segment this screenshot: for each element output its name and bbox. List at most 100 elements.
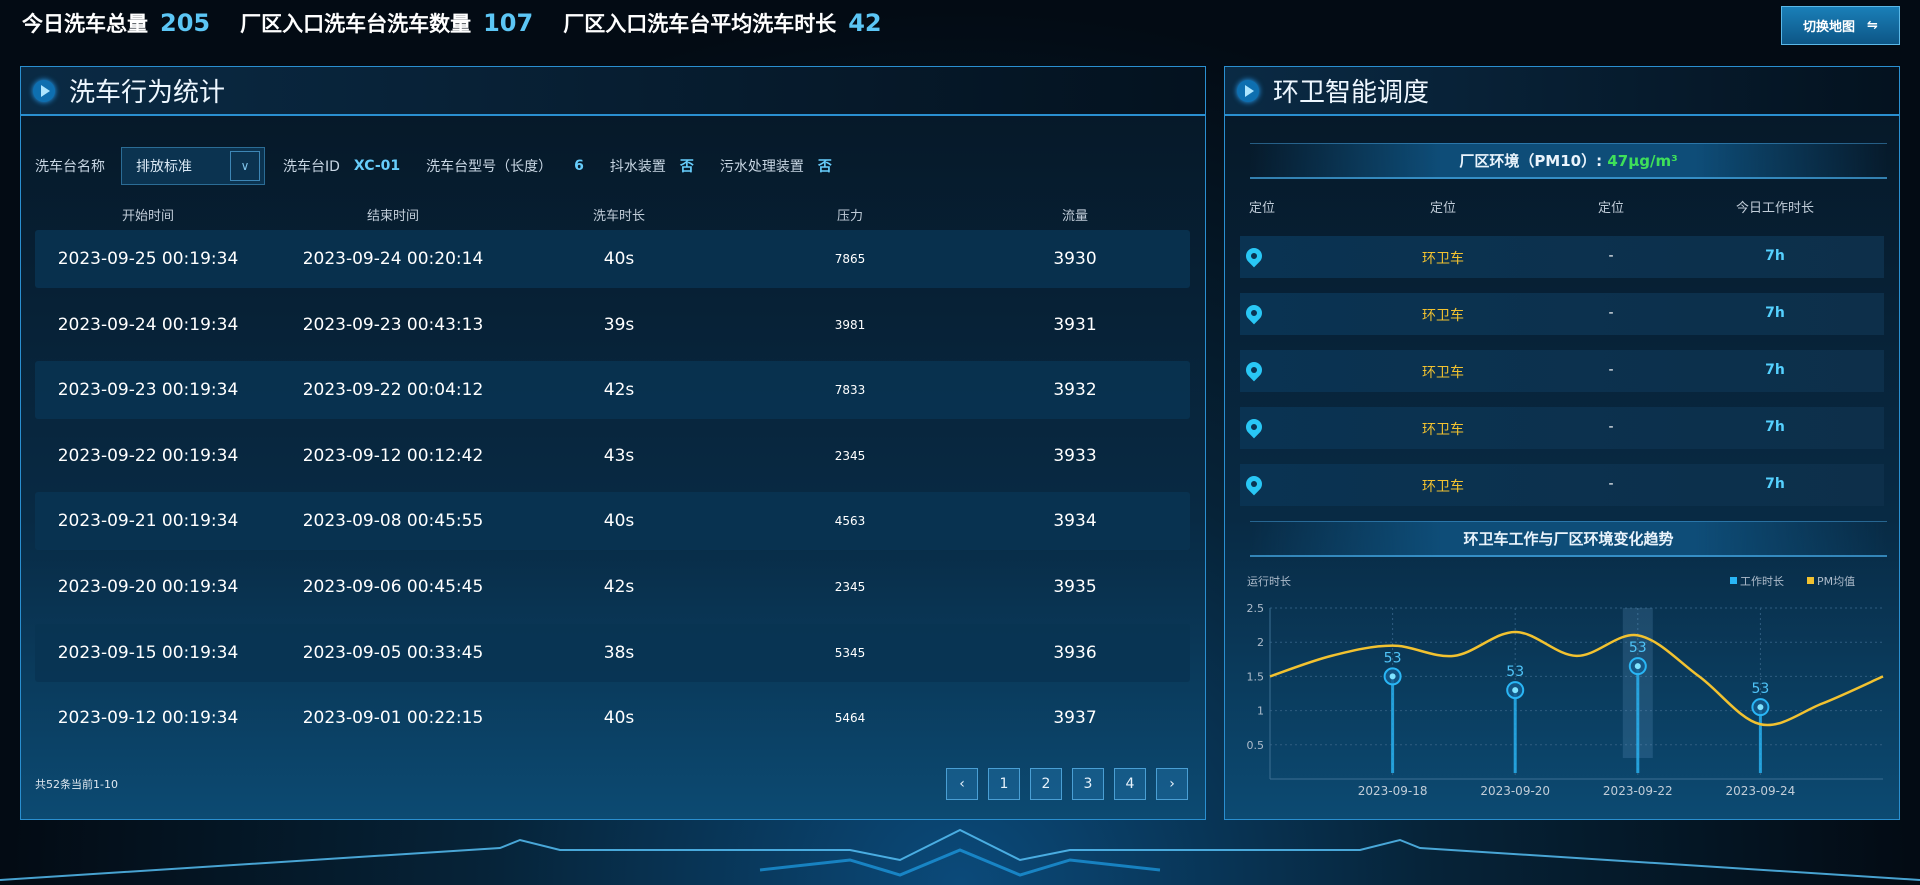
work-duration-dot — [1389, 673, 1396, 680]
start-time-cell: 2023-09-21 00:19:34 — [57, 511, 239, 532]
pressure-cell: 2345 — [834, 448, 866, 463]
play-icon — [1237, 79, 1259, 102]
table-row[interactable]: 2023-09-25 00:19:34 2023-09-24 00:20:14 40… — [35, 230, 1190, 288]
id-value: XC-01 — [353, 158, 401, 174]
location-pin-icon[interactable] — [1242, 301, 1266, 325]
wash-station-select[interactable]: 排放标准 ∨ — [121, 147, 265, 185]
flow-cell: 3932 — [1053, 380, 1097, 401]
y-tick-label: 1 — [1257, 705, 1264, 718]
work-duration-dot — [1512, 687, 1519, 694]
record-count: 共52条当前1-10 — [35, 778, 118, 791]
vehicle-type: 环卫车 — [1422, 251, 1464, 267]
x-tick-label: 2023-09-20 — [1480, 784, 1550, 798]
env-label: 厂区环境（PM10）: — [1459, 152, 1603, 170]
column-header: 定位 — [1597, 201, 1625, 216]
flow-cell: 3935 — [1053, 577, 1097, 597]
wash-duration-cell: 38s — [603, 642, 635, 663]
switch-map-label: 切换地图 — [1803, 20, 1856, 35]
location-pin-icon[interactable] — [1242, 472, 1266, 496]
y-tick-label: 0.5 — [1247, 739, 1265, 752]
pressure-cell: 4563 — [834, 514, 866, 529]
vehicle-row[interactable]: 环卫车 - 7h — [1240, 236, 1884, 278]
panel-header: 洗车行为统计 — [21, 67, 1205, 116]
chart-title-banner: 环卫车工作与厂区环境变化趋势 — [1250, 521, 1887, 557]
vehicle-type: 环卫车 — [1422, 308, 1464, 324]
shake-label: 抖水装置 — [609, 159, 666, 175]
pm-average-line — [1269, 630, 1884, 727]
swap-arrows-icon: ⇋ — [1867, 18, 1878, 33]
end-time-cell: 2023-09-22 00:04:12 — [302, 380, 484, 401]
flow-cell: 3937 — [1053, 708, 1097, 729]
play-icon — [33, 79, 55, 102]
page-3-button[interactable]: 3 — [1072, 768, 1104, 800]
location-pin-icon[interactable] — [1242, 415, 1266, 439]
table-row[interactable]: 2023-09-12 00:19:34 2023-09-01 00:22:15 40… — [35, 689, 1190, 747]
end-time-cell: 2023-09-08 00:45:55 — [302, 511, 484, 532]
end-time-cell: 2023-09-12 00:12:42 — [302, 445, 484, 466]
column-header: 流量 — [1061, 209, 1089, 224]
x-tick-label: 2023-09-18 — [1358, 784, 1428, 798]
pressure-cell: 7865 — [834, 252, 866, 266]
vehicle-row[interactable]: 环卫车 - 7h — [1240, 293, 1884, 335]
end-time-cell: 2023-09-24 00:20:14 — [302, 249, 484, 269]
page-1-button[interactable]: 1 — [988, 768, 1020, 800]
flow-cell: 3936 — [1053, 642, 1097, 663]
stat-value: 42 — [848, 9, 882, 37]
column-header: 洗车时长 — [592, 209, 646, 224]
position: - — [1608, 248, 1614, 264]
y-tick-label: 2 — [1257, 636, 1264, 649]
chevron-down-icon[interactable]: ∨ — [230, 151, 260, 181]
wash-stats-panel: 洗车行为统计 洗车台名称 排放标准 ∨ 洗车台ID XC-01 洗车台型号（长度）… — [20, 66, 1206, 820]
pressure-cell: 3981 — [834, 317, 866, 332]
vehicle-row[interactable]: 环卫车 - 7h — [1240, 350, 1884, 392]
table-row[interactable]: 2023-09-15 00:19:34 2023-09-05 00:33:45 38… — [35, 623, 1190, 682]
panel-title: 环卫智能调度 — [1273, 78, 1430, 108]
work-duration-dot — [1634, 663, 1641, 670]
wash-duration-cell: 40s — [603, 511, 635, 532]
table-row[interactable]: 2023-09-22 00:19:34 2023-09-12 00:12:42 43… — [35, 427, 1190, 485]
model-value: 6 — [574, 158, 584, 174]
location-pin-icon[interactable] — [1242, 358, 1266, 382]
position: - — [1608, 419, 1614, 435]
stat-label: 今日洗车总量 — [22, 12, 148, 36]
table-row[interactable]: 2023-09-21 00:19:34 2023-09-08 00:45:55 40… — [35, 492, 1190, 551]
page-2-button[interactable]: 2 — [1030, 768, 1062, 800]
stat-label: 厂区入口洗车台平均洗车时长 — [563, 12, 837, 36]
model-label: 洗车台型号（长度） — [426, 159, 553, 175]
flow-cell: 3933 — [1053, 445, 1097, 466]
data-label: 53 — [1506, 664, 1524, 680]
prev-page-button[interactable]: ‹ — [946, 768, 978, 800]
table-row[interactable]: 2023-09-20 00:19:34 2023-09-06 00:45:45 42… — [35, 558, 1190, 616]
wash-duration-cell: 40s — [603, 708, 635, 729]
legend-label: PM均值 — [1817, 575, 1855, 588]
table-header: 开始时间 结束时间 洗车时长 压力 流量 — [35, 205, 1190, 225]
table-row[interactable]: 2023-09-23 00:19:34 2023-09-22 00:04:12 42… — [35, 361, 1190, 420]
sanitation-dispatch-panel: 环卫智能调度 厂区环境（PM10）: 47μg/m³ 定位 定位 定位 今日工作… — [1224, 66, 1900, 820]
pressure-cell: 7833 — [834, 383, 866, 398]
column-header: 结束时间 — [366, 209, 420, 224]
vehicle-row[interactable]: 环卫车 - 7h — [1240, 407, 1884, 449]
legend-swatch — [1730, 577, 1737, 584]
summary-stats: 今日洗车总量 205 厂区入口洗车台洗车数量 107 厂区入口洗车台平均洗车时长 42 — [22, 8, 912, 38]
column-header: 定位 — [1248, 201, 1276, 216]
next-page-button[interactable]: › — [1156, 768, 1188, 800]
start-time-cell: 2023-09-15 00:19:34 — [57, 642, 239, 663]
table-row[interactable]: 2023-09-24 00:19:34 2023-09-23 00:43:13 39… — [35, 296, 1190, 354]
wash-duration-cell: 39s — [603, 314, 635, 335]
vehicle-row[interactable]: 环卫车 - 7h — [1240, 464, 1884, 506]
vehicle-type: 环卫车 — [1422, 422, 1464, 438]
column-header: 定位 — [1429, 201, 1457, 216]
position: - — [1608, 476, 1614, 492]
sewage-value: 否 — [817, 159, 832, 175]
position: - — [1608, 305, 1614, 321]
pressure-cell: 5345 — [834, 645, 866, 660]
page-4-button[interactable]: 4 — [1114, 768, 1146, 800]
x-tick-label: 2023-09-22 — [1603, 784, 1673, 798]
pressure-cell: 2345 — [834, 580, 866, 594]
end-time-cell: 2023-09-01 00:22:15 — [302, 708, 484, 729]
column-header: 压力 — [836, 209, 864, 224]
x-tick-label: 2023-09-24 — [1726, 784, 1796, 798]
switch-map-button[interactable]: 切换地图 ⇋ — [1781, 6, 1900, 45]
location-pin-icon[interactable] — [1242, 244, 1266, 268]
data-label: 53 — [1629, 640, 1647, 656]
